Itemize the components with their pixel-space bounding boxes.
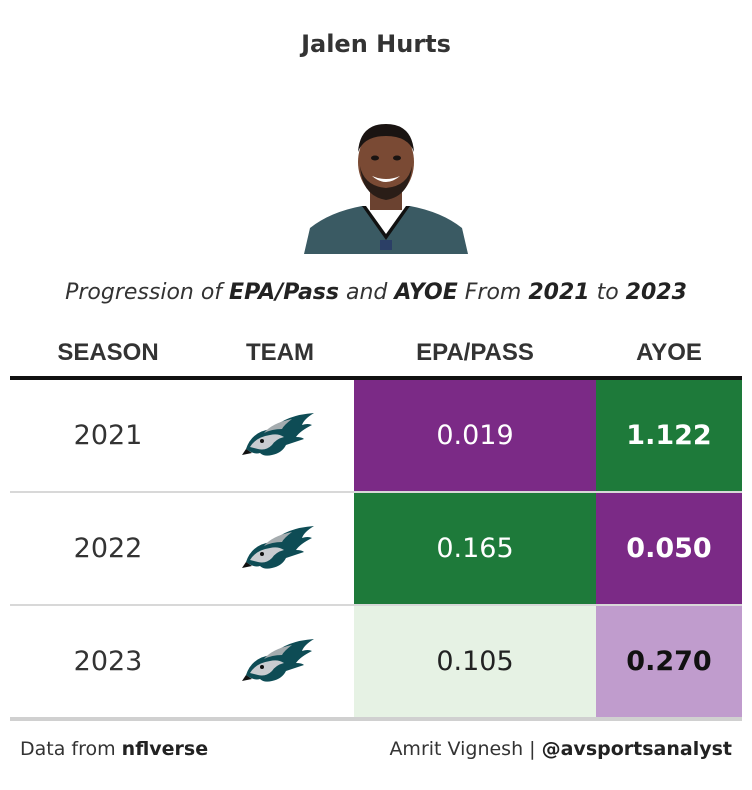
player-headshot (304, 124, 468, 254)
season-cell: 2021 (73, 420, 143, 451)
table-row: 2023 0.105 0.270 (10, 606, 742, 721)
epa-cell: 0.165 (354, 493, 596, 604)
eagles-logo-icon (242, 409, 318, 463)
ayoe-cell: 0.270 (596, 606, 742, 717)
column-header-ayoe: AYOE (636, 339, 702, 366)
season-cell: 2022 (73, 533, 143, 564)
footer-credit: Amrit Vignesh | @avsportsanalyst (389, 738, 732, 760)
column-header-epa: EPA/PASS (416, 339, 534, 366)
table-header: SEASON TEAM EPA/PASS AYOE (10, 330, 742, 380)
ayoe-cell: 1.122 (596, 380, 742, 491)
eagles-logo-icon (242, 635, 318, 689)
epa-cell: 0.019 (354, 380, 596, 491)
team-cell (206, 493, 354, 604)
column-header-season: SEASON (57, 339, 159, 366)
team-cell (206, 380, 354, 491)
team-cell (206, 606, 354, 717)
table-row: 2021 0.019 1.122 (10, 380, 742, 493)
table-subtitle: Progression of EPA/Pass and AYOE From 20… (65, 280, 687, 305)
column-header-team: TEAM (246, 339, 314, 366)
footer-source: Data from nflverse (20, 738, 209, 760)
epa-cell: 0.105 (354, 606, 596, 717)
page-title: Jalen Hurts (301, 30, 451, 58)
ayoe-cell: 0.050 (596, 493, 742, 604)
table-row: 2022 0.165 0.050 (10, 493, 742, 606)
stats-table: SEASON TEAM EPA/PASS AYOE 2021 0.019 1.122… (10, 330, 742, 721)
eagles-logo-icon (242, 522, 318, 576)
season-cell: 2023 (73, 646, 143, 677)
